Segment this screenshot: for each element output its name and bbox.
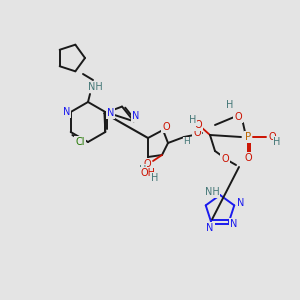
Text: Cl: Cl <box>75 137 85 147</box>
Text: O: O <box>143 159 151 169</box>
Text: OH: OH <box>140 168 155 178</box>
Text: N: N <box>206 223 214 233</box>
Text: O: O <box>162 122 170 132</box>
Text: N: N <box>63 107 70 117</box>
Text: H: H <box>184 137 190 146</box>
Text: P: P <box>245 132 251 142</box>
Text: NH: NH <box>205 187 219 197</box>
Text: O: O <box>194 120 202 130</box>
Text: H: H <box>139 165 147 175</box>
Text: O: O <box>234 112 242 122</box>
Text: O: O <box>221 154 229 164</box>
Text: N: N <box>230 219 238 229</box>
Text: O: O <box>193 128 201 138</box>
Text: NH: NH <box>88 82 102 92</box>
Text: N: N <box>237 198 244 208</box>
Text: H: H <box>151 173 159 183</box>
Text: H: H <box>273 137 281 147</box>
Text: N: N <box>132 111 140 121</box>
Text: H: H <box>189 115 197 125</box>
Text: O: O <box>244 153 252 163</box>
Text: N: N <box>107 108 114 118</box>
Text: H: H <box>226 100 234 110</box>
Text: O: O <box>268 132 276 142</box>
